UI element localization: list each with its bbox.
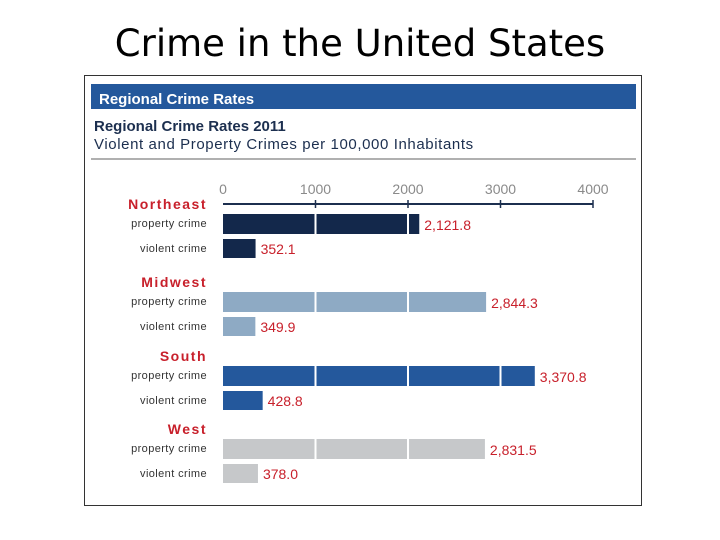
region-label: Northeast — [128, 196, 207, 212]
region-label: West — [168, 421, 207, 437]
bar-category-label: violent crime — [140, 468, 207, 480]
bar-category-label: violent crime — [140, 321, 207, 333]
bar-category-label: property crime — [131, 296, 207, 308]
bar-category-label: property crime — [131, 218, 207, 230]
chart-title: Regional Crime Rates 2011 — [94, 118, 286, 135]
x-tick-label: 0 — [219, 181, 227, 197]
bar — [223, 366, 535, 386]
x-tick-label: 2000 — [392, 181, 423, 197]
chart-banner-bar — [91, 84, 636, 109]
bar — [223, 292, 487, 312]
bar-value-label: 352.1 — [261, 241, 296, 257]
region-label: Midwest — [141, 274, 207, 290]
chart-figure: Regional Crime Rates Regional Crime Rate… — [84, 75, 642, 506]
bar-category-label: violent crime — [140, 395, 207, 407]
chart-banner-text: Regional Crime Rates — [99, 91, 254, 108]
chart-subtitle: Violent and Property Crimes per 100,000 … — [94, 136, 474, 153]
bar-category-label: violent crime — [140, 243, 207, 255]
bar-value-label: 3,370.8 — [540, 369, 587, 385]
slide-title: Crime in the United States — [114, 22, 606, 65]
bar-value-label: 2,831.5 — [490, 442, 537, 458]
bar — [223, 464, 258, 483]
bar — [223, 391, 263, 410]
x-tick-label: 4000 — [577, 181, 608, 197]
bar — [223, 214, 420, 234]
bar-value-label: 349.9 — [260, 319, 295, 335]
bar-value-label: 2,844.3 — [491, 295, 538, 311]
region-label: South — [160, 348, 207, 364]
bar-category-label: property crime — [131, 443, 207, 455]
bar-category-label: property crime — [131, 370, 207, 382]
crime-rate-chart: Regional Crime Rates Regional Crime Rate… — [91, 84, 636, 483]
x-tick-label: 1000 — [300, 181, 331, 197]
bar — [223, 239, 256, 258]
bar-value-label: 2,121.8 — [424, 217, 471, 233]
bar-value-label: 428.8 — [268, 393, 303, 409]
bar-value-label: 378.0 — [263, 466, 298, 482]
bar — [223, 439, 485, 459]
x-tick-label: 3000 — [485, 181, 516, 197]
bar — [223, 317, 256, 336]
